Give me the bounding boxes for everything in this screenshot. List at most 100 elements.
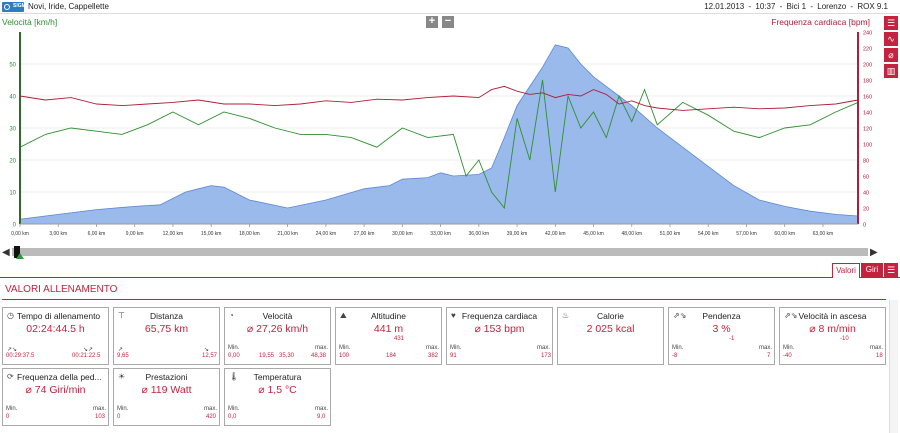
flame-icon: ♨ [562,311,570,320]
right-axis-label: Frequenza cardiaca [bpm] [771,17,870,27]
right-tick-label: 220 [863,47,872,53]
x-tick-label: 21,00 km [277,231,298,237]
bar-chart-icon[interactable]: ▥ [884,64,898,78]
tab-valori[interactable]: Valori [832,263,860,278]
left-axis-label: Velocità [km/h] [2,17,58,27]
scroll-track[interactable] [12,248,868,256]
x-tick-label: 51,00 km [660,231,681,237]
zoom-out-button[interactable]: − [442,16,454,28]
sun-icon: ☀ [118,372,126,381]
scroll-left-icon[interactable]: ◀ [2,247,10,258]
scroll-handle[interactable] [14,246,20,258]
left-tick-label: 0 [13,223,17,229]
right-tick-label: 240 [863,31,872,37]
x-tick-label: 3,00 km [49,231,67,237]
time: 10:37 [755,2,776,11]
stat-card-frequenza: ♥ Frequenza cardiaca ⌀ 153 bpm Min. max.… [446,307,553,365]
stat-card-tempo: ◷ Tempo di allenamento 02:24:44.5 h ↗↘ ↘… [2,307,109,365]
descent-icon: ↘ [204,347,210,353]
scroll-right-icon[interactable]: ▶ [870,247,878,258]
left-tick-label: 20 [9,159,16,165]
x-tick-label: 30,00 km [392,231,413,237]
x-tick-label: 54,00 km [698,231,719,237]
descent-icon: ↗↘ [7,347,18,353]
x-tick-label: 9,00 km [126,231,144,237]
right-tick-label: 160 [863,95,872,101]
right-tick-label: 100 [863,143,872,149]
x-tick-label: 63,00 km [813,231,834,237]
right-tick-label: 20 [863,207,869,213]
sigma-logo: SIGMA [2,2,29,12]
values-scrollbar[interactable] [889,300,898,433]
x-tick-label: 39,00 km [507,231,528,237]
chart-area[interactable]: 0 10 20 30 40 50 0 20 40 60 80 100 120 140 160 180 200 22… [0,14,882,246]
signpost-icon: ⊤ [118,311,125,320]
no-filter-icon[interactable]: ⌀ [884,48,898,62]
speed-line [19,79,859,210]
x-tick-label: 33,00 km [430,231,451,237]
list-icon[interactable]: ☰ [884,263,898,278]
x-tick-label: 18,00 km [239,231,260,237]
chart-side-toolbar: ☰ ∿ ⌀ ▥ [884,16,898,80]
stat-card-temperatura: 🌡 Temperatura ⌀ 1,5 °C Min. max. 0,0 9,0 [224,368,331,426]
right-tick-label: 0 [863,223,866,229]
ascent-icon: ↘↗ [83,347,94,353]
x-tick-label: 60,00 km [774,231,795,237]
track-info: 12.01.2013 - 10:37 - Bici 1 - Lorenzo - … [704,2,888,11]
x-tick-label: 57,00 km [736,231,757,237]
x-tick-label: 42,00 km [545,231,566,237]
left-tick-label: 30 [9,127,16,133]
section-divider [2,299,886,300]
line-chart-icon[interactable]: ∿ [884,32,898,46]
profile-chart[interactable]: 0 10 20 30 40 50 0 20 40 60 80 100 120 140 160 180 200 22… [0,14,882,246]
clock-icon: ◷ [7,311,14,320]
speedometer-icon: ◔ [229,311,234,320]
right-tick-label: 140 [863,111,872,117]
slope-icon: ⇗⇘ [673,311,687,320]
x-tick-label: 0,00 km [11,231,29,237]
x-tick-label: 6,00 km [88,231,106,237]
track-title: Novi, Iride, Cappellette [28,2,109,11]
values-tab-bar: Valori Giri ☰ [0,262,900,278]
mountain-icon: ⛰ [340,311,347,320]
list-icon[interactable]: ☰ [884,16,898,30]
stat-card-altitudine: ⛰ Altitudine 441 m 431 Min. max. 100 184… [335,307,442,365]
tab-giri[interactable]: Giri [861,263,883,278]
heart-icon: ♥ [451,311,456,320]
stat-card-pendenza: ⇗⇘ Pendenza 3 % -1 Min. max. -8 7 [668,307,775,365]
right-tick-label: 180 [863,79,872,85]
x-tick-label: 36,00 km [469,231,490,237]
left-tick-label: 40 [9,95,16,101]
right-tick-label: 80 [863,159,869,165]
stat-card-velocita: ◔ Velocità ⌀ 27,26 km/h Min. max. 0,00 1… [224,307,331,365]
zoom-in-button[interactable]: + [426,16,438,28]
chart-scrollbar[interactable]: ◀ ▶ [0,246,900,258]
ascent-speed-icon: ⇗⇘ [784,311,798,320]
x-tick-label: 48,00 km [621,231,642,237]
altitude-area [19,44,859,225]
heart-rate-line [19,85,859,111]
left-tick-label: 10 [9,191,16,197]
cadence-icon: ⟳ [7,372,14,381]
stat-card-pedalata: ⟳ Frequenza della ped... ⌀ 74 Giri/min M… [2,368,109,426]
right-tick-label: 60 [863,175,869,181]
date: 12.01.2013 [704,2,745,11]
stat-card-velocita-ascesa: ⇗⇘ Velocità in ascesa ⌀ 8 m/min -10 Min.… [779,307,886,365]
position-marker-icon[interactable] [16,253,24,259]
thermometer-icon: 🌡 [229,372,240,381]
bike: Bici 1 [786,2,807,11]
x-tick-label: 12,00 km [163,231,184,237]
x-tick-label: 15,00 km [201,231,222,237]
user: Lorenzo [817,2,847,11]
left-tick-label: 50 [9,63,16,69]
stat-card-calorie: ♨ Calorie 2 025 kcal [557,307,664,365]
x-tick-label: 27,00 km [354,231,375,237]
x-tick-label: 24,00 km [316,231,337,237]
ascent-icon: ↗ [118,347,124,353]
top-bar: SIGMA Novi, Iride, Cappellette 12.01.201… [0,0,900,14]
stat-card-distanza: ⊤ Distanza 65,75 km ↗ ↘ 9,65 12,57 [113,307,220,365]
device: ROX 9.1 [857,2,888,11]
right-tick-label: 120 [863,127,872,133]
section-title: VALORI ALLENAMENTO [5,284,118,295]
right-tick-label: 40 [863,191,869,197]
